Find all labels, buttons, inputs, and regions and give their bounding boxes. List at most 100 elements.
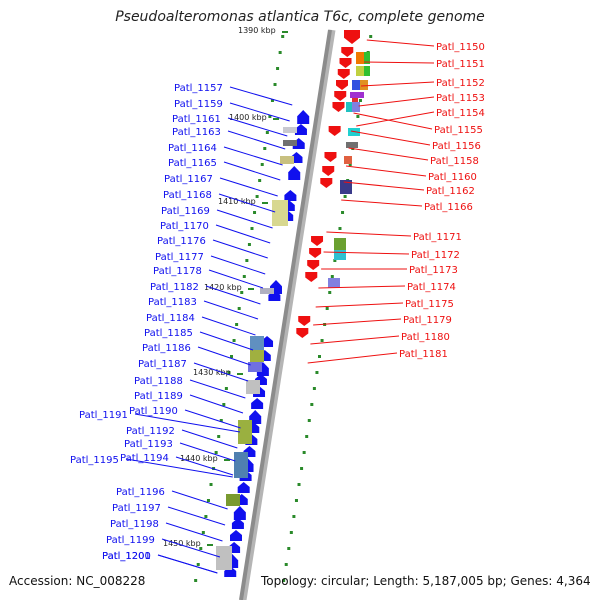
gene-label-reverse: Patl_1156 [432, 141, 481, 152]
tick-dot-right [302, 451, 306, 454]
domain-box [283, 140, 297, 146]
tick-dot-right [310, 403, 314, 406]
accession-label: Accession: NC_008228 [9, 574, 146, 588]
tick-dot-right [297, 483, 301, 486]
gene-leader-forward [229, 86, 293, 106]
gene-label-forward: Patl_1184 [146, 313, 195, 324]
gene-leader-reverse [353, 112, 433, 130]
tick-dot-right [307, 419, 311, 422]
forward-gene-arrow [230, 530, 242, 541]
tick-dot-left [276, 67, 280, 70]
scale-tick [224, 459, 230, 461]
tick-dot-right [300, 467, 304, 470]
gene-label-reverse: Patl_1179 [403, 315, 452, 326]
forward-gene-arrow [251, 398, 264, 409]
tick-dot-left [273, 83, 277, 86]
gene-leader-forward [165, 522, 223, 542]
scale-label: 1420 kbp [204, 283, 242, 292]
scale-label: 1430 kbp [193, 368, 231, 377]
gene-label-reverse: Patl_1173 [409, 265, 458, 276]
gene-label-forward: Patl_1157 [174, 83, 223, 94]
scale-label: 1410 kbp [218, 197, 256, 206]
forward-gene-arrow [294, 124, 307, 135]
forward-gene-arrow [261, 336, 274, 347]
gene-leader-forward [184, 409, 241, 429]
reverse-gene-arrow [332, 102, 345, 112]
domain-box [350, 92, 364, 98]
tick-dot-right [328, 291, 332, 294]
gene-leader-forward [175, 456, 234, 476]
tick-dot-left [270, 99, 274, 102]
gene-leader-forward [210, 255, 266, 275]
domain-box [216, 546, 232, 570]
reverse-gene-arrow [307, 260, 320, 270]
gene-leader-forward [171, 490, 228, 510]
tick-dot-right [320, 339, 324, 342]
domain-box [238, 420, 252, 444]
tick-dot-left [263, 147, 267, 150]
tick-dot-left [201, 531, 205, 534]
gene-label-forward: Patl_1185 [144, 328, 193, 339]
tick-dot-right [318, 355, 321, 358]
gene-leader-forward [219, 177, 278, 197]
domain-box [352, 98, 358, 102]
tick-dot-right [338, 227, 342, 230]
gene-label-reverse: Patl_1174 [407, 282, 456, 293]
gene-leader-reverse [318, 285, 406, 289]
gene-label-forward: Patl_1159 [174, 99, 223, 110]
tick-dot-left [232, 339, 236, 342]
gene-leader-forward [161, 538, 221, 558]
tick-dot-left [268, 115, 272, 118]
tick-dot-left [224, 387, 228, 390]
gene-label-reverse: Patl_1151 [436, 59, 485, 70]
reverse-gene-arrow [296, 328, 309, 338]
gene-label-reverse: Patl_1180 [401, 332, 450, 343]
genome-summary: Topology: circular; Length: 5,187,005 bp… [261, 574, 591, 588]
domain-box [346, 142, 358, 148]
tick-dot-left [222, 403, 226, 406]
reverse-gene-arrow [320, 178, 333, 188]
tick-dot-right [356, 115, 360, 118]
gene-leader-forward [205, 285, 261, 305]
reverse-gene-arrow [311, 236, 324, 246]
tick-dot-right [348, 163, 352, 166]
tick-dot-right [369, 35, 373, 38]
gene-label-forward: Patl_1178 [153, 266, 202, 277]
gene-leader-forward [218, 193, 276, 213]
gene-label-forward: Patl_1176 [157, 236, 206, 247]
gene-label-reverse: Patl_1155 [434, 125, 483, 136]
reverse-gene-arrow [328, 126, 341, 136]
gene-leader-forward [215, 224, 271, 244]
forward-gene-arrow [233, 506, 246, 520]
scale-tick [248, 288, 254, 290]
forward-gene-arrow [288, 166, 301, 180]
gene-label-forward: Patl_1182 [150, 282, 199, 293]
gene-leader-reverse [313, 318, 402, 326]
scale-label: 1440 kbp [180, 454, 218, 463]
tick-dot-left [227, 371, 231, 374]
scale-label: 1400 kbp [229, 113, 267, 122]
domain-box [260, 288, 274, 294]
scale-tick [273, 118, 279, 120]
domain-box [280, 156, 294, 164]
reverse-gene-arrow [298, 316, 311, 326]
gene-leader-forward [167, 506, 226, 526]
gene-leader-forward [201, 316, 256, 336]
gene-label-forward: Patl_1189 [134, 391, 183, 402]
domain-box [352, 80, 360, 90]
gene-leader-forward [229, 102, 290, 122]
gene-label-reverse: Patl_1158 [430, 156, 479, 167]
gene-leader-forward [208, 269, 264, 289]
gene-leader-reverse [356, 111, 435, 127]
gene-label-reverse: Patl_1152 [436, 78, 485, 89]
gene-label-forward: Patl_1161 [172, 114, 221, 125]
gene-label-reverse: Patl_1150 [436, 42, 485, 53]
reverse-gene-arrow [334, 91, 347, 101]
reverse-gene-arrow [337, 69, 350, 79]
domain-box [356, 52, 364, 64]
reverse-gene-arrow [341, 47, 354, 57]
gene-leader-reverse [307, 352, 398, 364]
gene-label-forward: Patl_1188 [134, 376, 183, 387]
